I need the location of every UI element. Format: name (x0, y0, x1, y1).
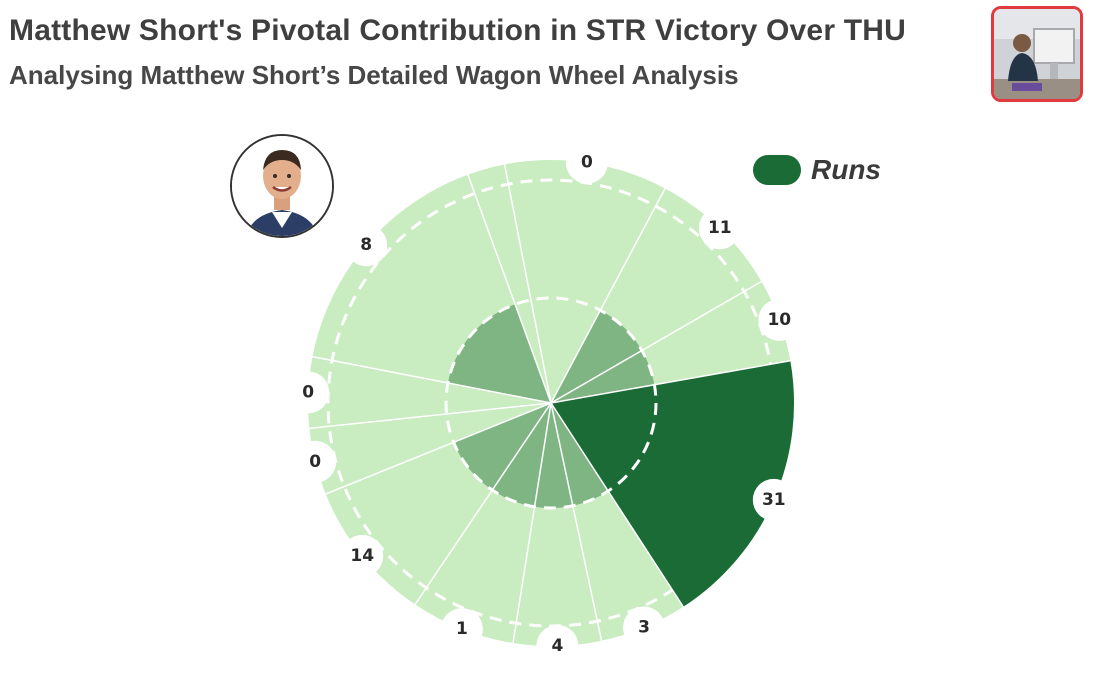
label-notch-3 (752, 478, 795, 521)
segment-inner-1 (551, 310, 642, 403)
segment-value-label: 3 (638, 618, 650, 638)
inner-circle (444, 296, 658, 510)
segment-inner-2 (551, 350, 655, 403)
divider-line-4 (550, 402, 684, 608)
label-notch-2 (758, 298, 801, 341)
divider-line-6 (512, 402, 552, 644)
segment-value-label: 11 (708, 218, 732, 238)
segment-inner-7 (453, 403, 551, 490)
label-notch-6 (440, 608, 483, 651)
chart-subtitle: Analysing Matthew Short’s Detailed Wagon… (9, 60, 739, 90)
legend-swatch-runs (753, 155, 801, 185)
divider-line-7 (414, 402, 552, 605)
divider-line-11 (467, 174, 552, 404)
segment-value-label: 10 (767, 310, 791, 330)
player-avatar (230, 134, 334, 238)
divider-line-9 (309, 402, 552, 430)
segment-inner-10 (447, 304, 551, 403)
divider-line-5 (550, 402, 603, 641)
divider-line-1 (550, 188, 666, 404)
segment-value-label: 0 (309, 452, 321, 472)
divider-line-0 (503, 164, 552, 404)
segment-value-label: 1 (456, 619, 468, 639)
chart-legend: Runs (753, 152, 881, 188)
divider-line-3 (550, 360, 791, 404)
segment-highlight-31 (551, 360, 794, 607)
segment-inner-5 (534, 403, 573, 508)
legend-label-runs: Runs (811, 154, 881, 185)
label-notch-1 (698, 207, 741, 250)
segment-value-label: 0 (581, 153, 593, 173)
author-photo (991, 6, 1083, 102)
chart-title: Matthew Short's Pivotal Contribution in … (9, 14, 906, 47)
label-notch-9 (287, 371, 330, 414)
label-notch-4 (623, 606, 665, 649)
divider-line-8 (325, 402, 552, 495)
segment-value-label: 0 (302, 382, 314, 402)
divider-line-2 (550, 280, 762, 404)
segment-inner-6 (492, 403, 551, 507)
label-notch-7 (341, 534, 384, 577)
divider-line-10 (312, 355, 552, 404)
label-notch-10 (345, 224, 388, 267)
segment-value-label: 14 (350, 546, 374, 566)
segment-value-label: 4 (551, 636, 563, 656)
label-notch-5 (536, 624, 579, 667)
label-notch-0 (565, 141, 608, 184)
label-notch-8 (294, 440, 337, 483)
segment-value-label: 8 (360, 235, 372, 255)
segment-inner-4 (551, 403, 609, 506)
segment-value-label: 31 (762, 490, 786, 510)
